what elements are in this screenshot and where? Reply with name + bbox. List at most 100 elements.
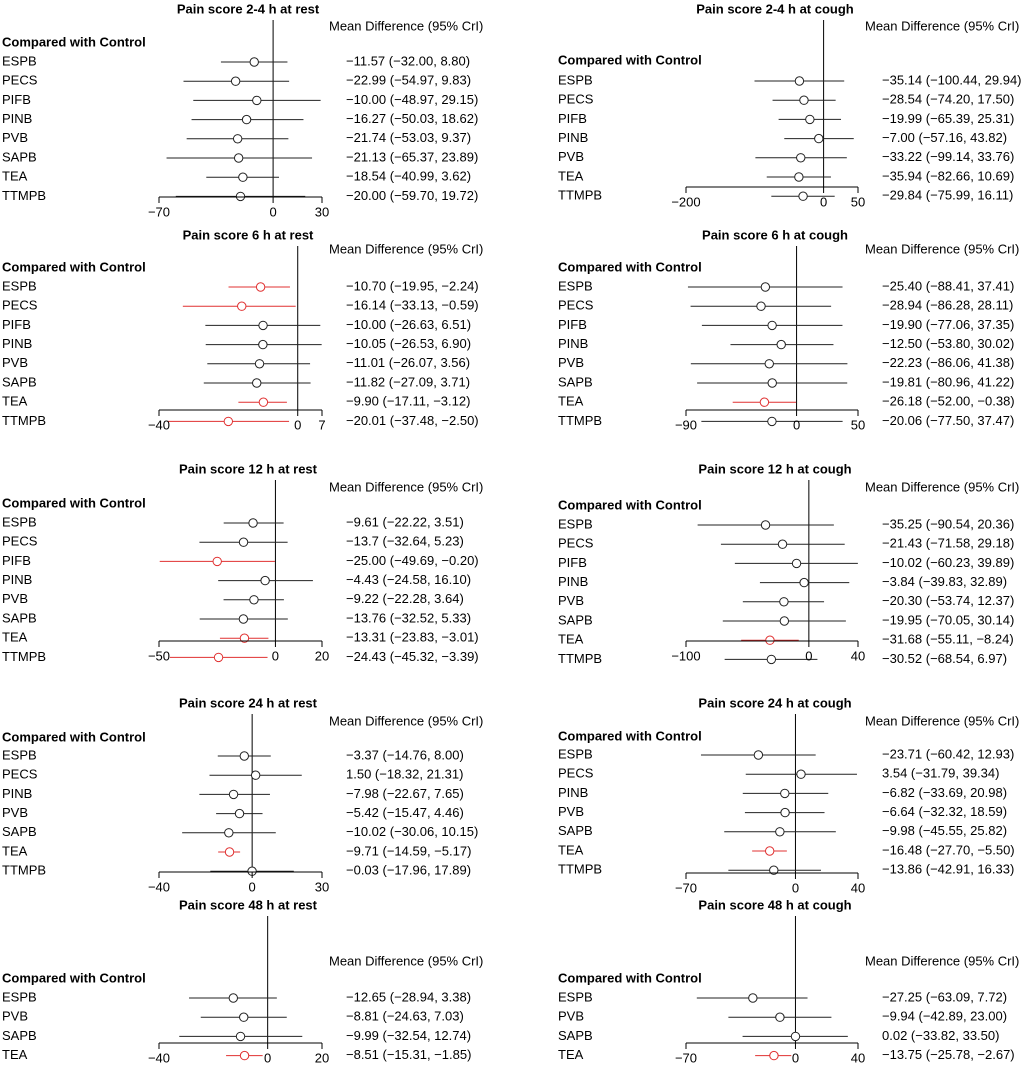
estimate-text: −9.61 (−22.22, 3.51) <box>346 514 464 529</box>
estimate-text: −6.64 (−32.32, 18.59) <box>882 804 1007 819</box>
estimate-text: −11.57 (−32.00, 8.80) <box>346 53 470 68</box>
estimate-header: Mean Difference (95% CrI) <box>329 479 483 494</box>
compared-with-control-label: Compared with Control <box>2 970 146 985</box>
point-estimate <box>760 520 771 530</box>
point-estimate <box>252 378 262 388</box>
estimate-header: Mean Difference (95% CrI) <box>329 241 483 256</box>
row-label: ESPB <box>558 516 593 531</box>
estimate-text: −10.00 (−48.97, 29.15) <box>346 92 478 107</box>
point-estimate <box>767 320 777 331</box>
row-label: PINB <box>2 336 32 351</box>
forest-panel: Pain score 6 h at rest Mean Difference (9… <box>2 227 483 432</box>
estimate-text: −0.03 (−17.96, 17.89) <box>346 863 471 878</box>
point-estimate <box>237 301 247 311</box>
x-tick-label: 0 <box>249 879 256 894</box>
estimate-text: −30.52 (−68.54, 6.97) <box>882 651 1007 666</box>
x-tick-label: 30 <box>315 879 329 894</box>
row-label: PECS <box>558 766 594 781</box>
x-tick-label: 0 <box>264 1050 271 1065</box>
row-label: ESPB <box>558 72 593 87</box>
panel-title: Pain score 6 h at rest <box>183 227 314 242</box>
estimate-text: 1.50 (−18.32, 21.31) <box>346 767 463 782</box>
point-estimate <box>213 652 224 663</box>
row-label: PIFB <box>558 555 587 570</box>
estimate-text: −10.02 (−30.06, 10.15) <box>346 824 478 839</box>
x-tick-label: 0 <box>294 417 301 432</box>
point-estimate <box>238 172 248 182</box>
x-tick-label: −70 <box>675 880 697 895</box>
estimate-text: −10.70 (−19.95, −2.24) <box>346 278 479 293</box>
x-tick-label: −100 <box>671 648 700 663</box>
point-estimate <box>230 76 241 86</box>
row-label: PECS <box>558 536 594 551</box>
estimate-text: −13.31 (−23.83, −3.01) <box>346 630 479 645</box>
point-estimate <box>249 595 259 605</box>
point-estimate <box>254 359 265 369</box>
estimate-text: −21.43 (−71.58, 29.18) <box>882 536 1014 551</box>
row-label: PIFB <box>558 111 587 126</box>
estimate-header: Mean Difference (95% CrI) <box>865 479 1019 494</box>
forest-panel: Pain score 2-4 h at rest Mean Difference … <box>2 1 483 219</box>
estimate-text: −9.98 (−45.55, 25.82) <box>882 823 1007 838</box>
point-estimate <box>241 114 252 125</box>
point-estimate <box>780 788 790 799</box>
estimate-text: −24.43 (−45.32, −3.39) <box>346 649 479 664</box>
row-label: SAPB <box>558 1028 593 1043</box>
x-tick-label: −40 <box>148 879 170 894</box>
estimate-text: −22.23 (−86.06, 41.38) <box>882 355 1014 370</box>
row-label: PIFB <box>558 317 587 332</box>
row-label: TEA <box>558 394 584 409</box>
point-estimate <box>252 95 262 106</box>
estimate-text: −9.90 (−17.11, −3.12) <box>346 394 470 409</box>
row-label: PIFB <box>2 317 31 332</box>
row-label: PVB <box>558 804 584 819</box>
point-estimate <box>258 397 269 407</box>
row-label: TEA <box>2 169 28 184</box>
x-tick-label: 0 <box>792 880 799 895</box>
point-estimate <box>769 865 779 875</box>
row-label: PINB <box>558 336 588 351</box>
estimate-text: −10.00 (−26.63, 6.51) <box>346 317 471 332</box>
point-estimate <box>233 153 244 163</box>
panel-title: Pain score 12 h at cough <box>698 461 851 476</box>
row-label: ESPB <box>2 989 37 1004</box>
compared-with-control-label: Compared with Control <box>2 34 146 49</box>
x-tick-label: 0 <box>793 417 800 432</box>
estimate-text: −33.22 (−99.14, 33.76) <box>882 149 1014 164</box>
x-tick-label: 40 <box>851 880 865 895</box>
point-estimate <box>235 191 246 202</box>
forest-panel: Pain score 12 h at cough Mean Difference … <box>558 461 1019 665</box>
estimate-text: −6.82 (−33.69, 20.98) <box>882 785 1007 800</box>
estimate-text: −25.00 (−49.69, −0.20) <box>346 553 479 568</box>
estimate-text: −8.81 (−24.63, 7.03) <box>346 1009 464 1024</box>
estimate-text: −9.71 (−14.59, −5.17) <box>346 843 471 858</box>
row-label: PINB <box>2 111 32 126</box>
point-estimate <box>228 993 239 1003</box>
row-label: PVB <box>558 149 584 164</box>
panel-title: Pain score 12 h at rest <box>179 461 318 476</box>
estimate-text: −27.25 (−63.09, 7.72) <box>882 989 1007 1004</box>
point-estimate <box>790 1031 801 1042</box>
x-tick-label: 0 <box>269 204 276 219</box>
estimate-header: Mean Difference (95% CrI) <box>329 953 483 968</box>
point-estimate <box>239 1012 249 1022</box>
row-label: ESPB <box>2 53 37 68</box>
estimate-text: −29.84 (−75.99, 16.11) <box>882 188 1013 203</box>
estimate-text: −16.27 (−50.03, 18.62) <box>346 111 478 126</box>
point-estimate <box>764 359 774 369</box>
point-estimate <box>798 191 808 201</box>
point-estimate <box>258 339 268 350</box>
panel-title: Pain score 48 h at rest <box>179 897 318 912</box>
row-label: TTMPB <box>558 862 602 877</box>
x-tick-label: 0 <box>820 194 827 209</box>
estimate-header: Mean Difference (95% CrI) <box>865 241 1019 256</box>
x-tick-label: 0 <box>805 648 812 663</box>
row-label: PVB <box>558 355 584 370</box>
panel-title: Pain score 24 h at rest <box>179 695 318 710</box>
estimate-text: −8.51 (−15.31, −1.85) <box>346 1047 471 1062</box>
estimate-text: −7.98 (−22.67, 7.65) <box>346 786 464 801</box>
estimate-text: −23.71 (−60.42, 12.93) <box>882 746 1014 761</box>
point-estimate <box>796 769 806 779</box>
row-label: PECS <box>2 534 38 549</box>
